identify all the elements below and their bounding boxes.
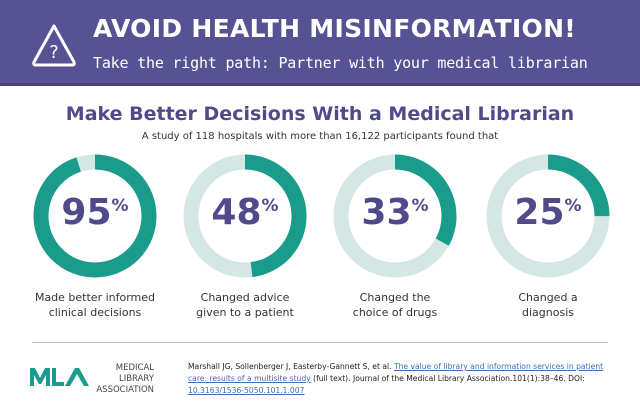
divider	[32, 342, 608, 343]
percent-sign: %	[411, 196, 429, 216]
caption-line: Made better informed	[34, 291, 156, 304]
section-title: Make Better Decisions With a Medical Lib…	[65, 103, 575, 125]
percent-value: 95	[61, 192, 112, 233]
caption-line: clinical decisions	[48, 306, 142, 319]
donut-3: 33%	[333, 154, 457, 278]
percent-label: 95%	[33, 192, 157, 233]
donut-4: 25%	[486, 154, 610, 278]
percent-sign: %	[564, 196, 582, 216]
warning-question-icon: ?	[32, 24, 76, 67]
doi-link[interactable]: 10.3163/1536-5050.101.1.007	[188, 386, 305, 395]
header-subtitle: Take the right path: Partner with your m…	[93, 54, 588, 72]
citation: Marshall JG, Sollenberger J, Easterby-Ga…	[188, 362, 604, 395]
percent-value: 48	[211, 192, 262, 233]
caption-line: Changed the	[359, 291, 431, 304]
percent-label: 25%	[486, 192, 610, 233]
percent-label: 48%	[183, 192, 307, 233]
donut-caption: Changed the choice of drugs	[315, 290, 475, 320]
donut-arc	[183, 154, 307, 278]
percent-value: 33	[361, 192, 412, 233]
donut-caption: Made better informed clinical decisions	[15, 290, 175, 320]
donut-1: 95%	[33, 154, 157, 278]
donut-arc	[333, 154, 457, 278]
header-title: AVOID HEALTH MISINFORMATION!	[93, 14, 576, 43]
caption-line: choice of drugs	[352, 306, 438, 319]
percent-label: 33%	[333, 192, 457, 233]
mla-logo	[30, 368, 89, 386]
caption-line: Changed advice	[200, 291, 290, 304]
percent-value: 25	[514, 192, 565, 233]
donut-arc	[33, 154, 157, 278]
percent-sign: %	[261, 196, 279, 216]
caption-line: Changed a	[518, 291, 578, 304]
org-name: Medical Library Association	[96, 363, 154, 395]
donut-caption: Changed advice given to a patient	[165, 290, 325, 320]
percent-sign: %	[111, 196, 129, 216]
donut-caption: Changed a diagnosis	[468, 290, 628, 320]
caption-line: given to a patient	[196, 306, 294, 319]
svg-text:?: ?	[49, 42, 59, 63]
article-link[interactable]: The value of library and information ser…	[188, 362, 604, 383]
donut-arc	[486, 154, 610, 278]
section-intro: A study of 118 hospitals with more than …	[141, 131, 499, 142]
donut-2: 48%	[183, 154, 307, 278]
header-banner: ? AVOID HEALTH MISINFORMATION! Take the …	[0, 0, 640, 86]
caption-line: diagnosis	[522, 306, 574, 319]
